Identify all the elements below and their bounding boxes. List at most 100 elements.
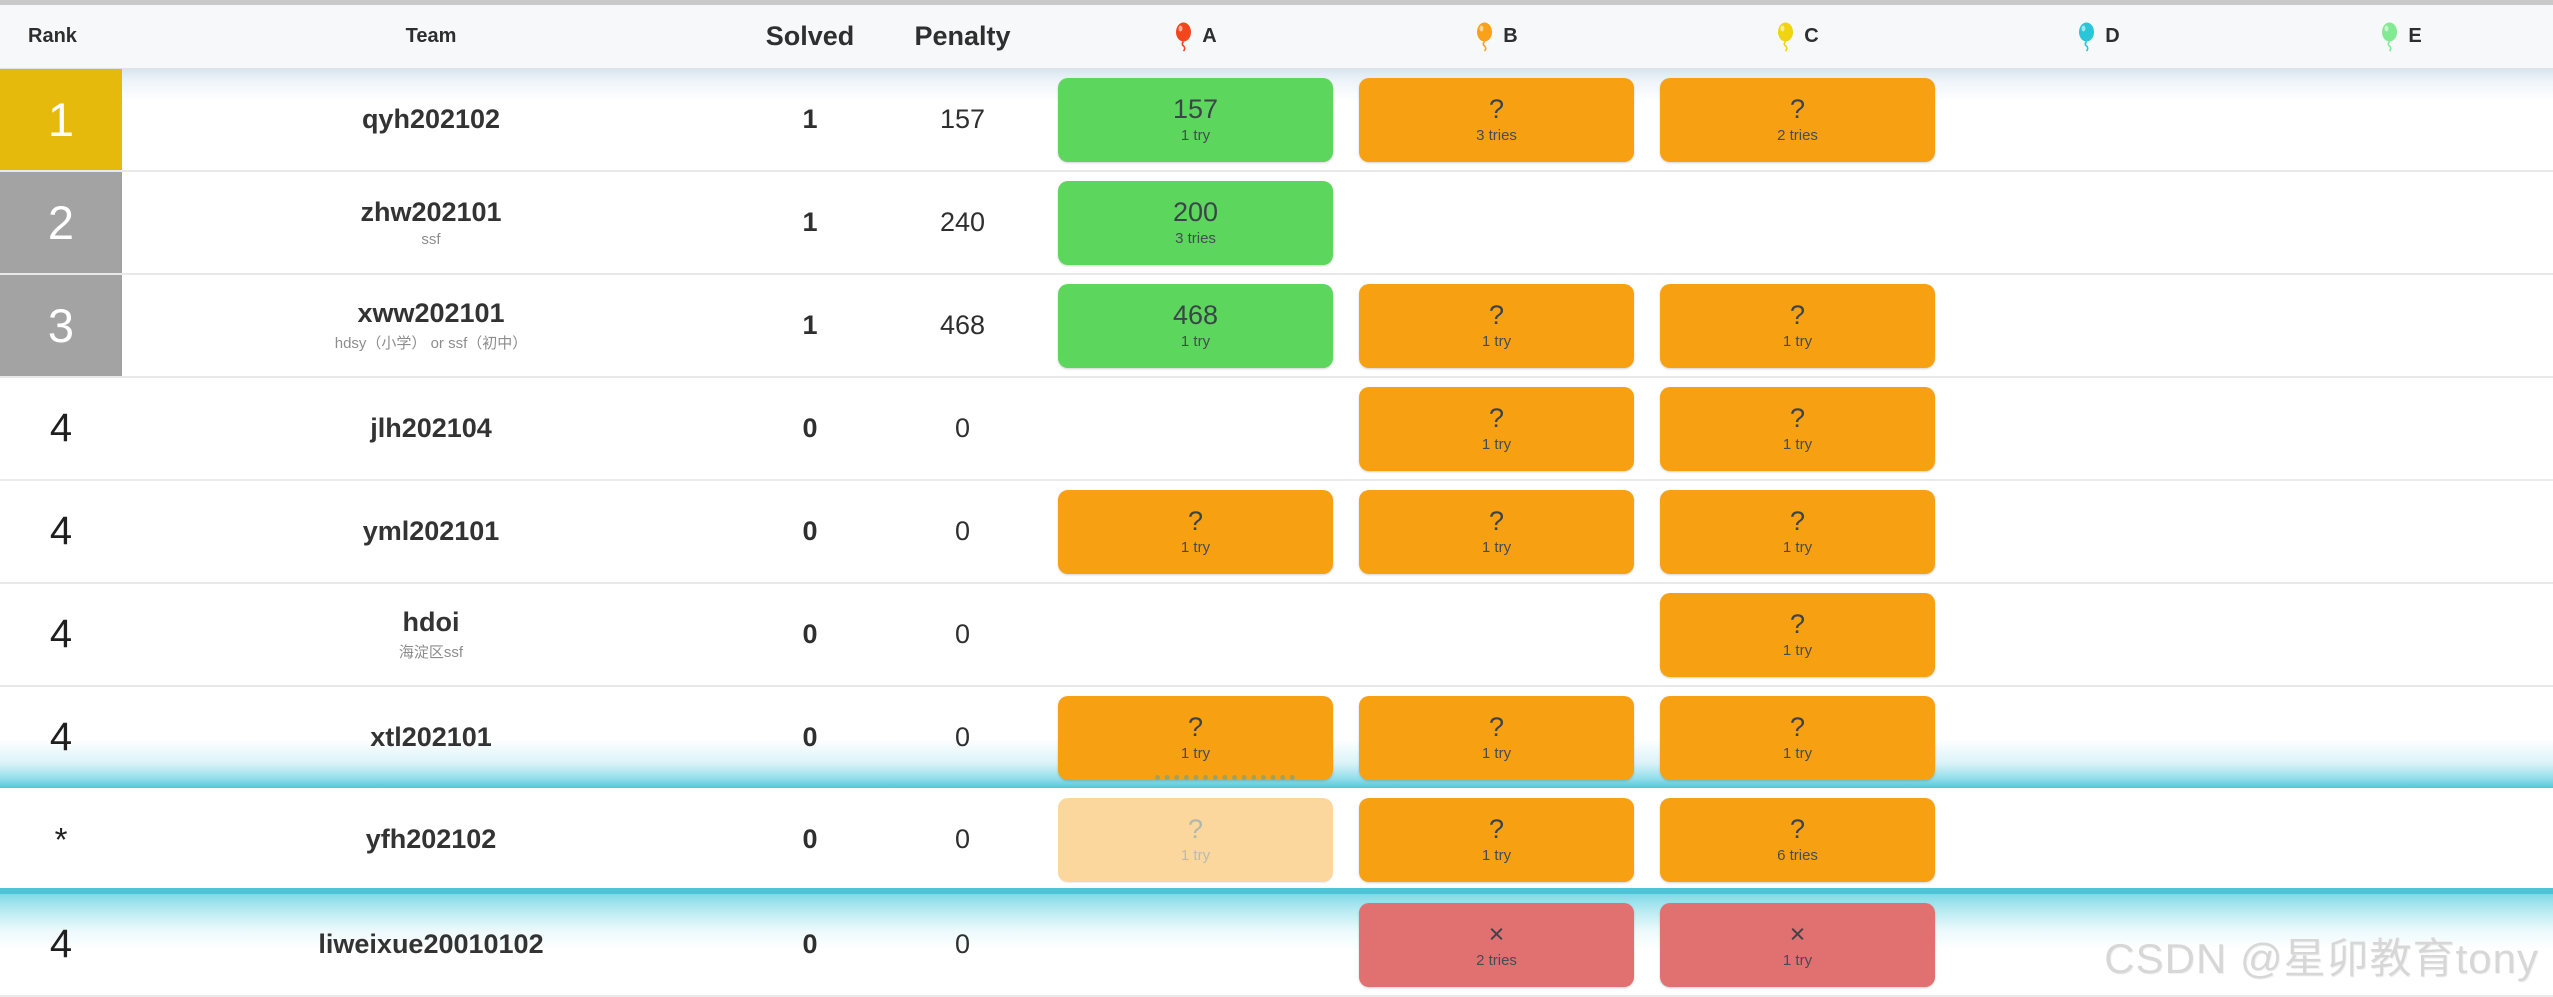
header-penalty: Penalty xyxy=(914,21,1011,51)
team-cell: yml202101 xyxy=(122,516,740,547)
solved-count: 1 xyxy=(802,207,818,237)
result-tries: 1 try xyxy=(1481,538,1512,556)
rank-value: 4 xyxy=(49,922,73,966)
problem-letter: B xyxy=(1503,25,1518,47)
team-cell: xww202101 hdsy（小学） or ssf（初中） xyxy=(122,298,740,353)
team-name: xtl202101 xyxy=(370,721,492,752)
result-main: 200 xyxy=(1172,197,1219,228)
rank-badge: 1 xyxy=(0,69,122,170)
result-tries: 1 try xyxy=(1180,126,1211,144)
header-problem-b: B xyxy=(1346,22,1647,52)
result-main: ? xyxy=(1789,814,1806,845)
result-main: ? xyxy=(1488,506,1505,537)
problem-letter: C xyxy=(1804,25,1819,47)
team-cell: zhw202101 ssf xyxy=(122,197,740,248)
header-problem-e: E xyxy=(2249,22,2553,52)
problem-col-b: ? 3 tries xyxy=(1346,77,1647,162)
result-main: ? xyxy=(1789,712,1806,743)
result-tries: 1 try xyxy=(1481,846,1512,864)
problem-col-a: 157 1 try xyxy=(1045,77,1346,162)
standings-row-xww202101: 3 xww202101 hdsy（小学） or ssf（初中） 1 468 468 1 tr… xyxy=(0,275,2553,378)
team-name: jlh202104 xyxy=(370,412,492,443)
result-main: ? xyxy=(1187,712,1204,743)
standings-row-jlh202104: 4 jlh202104 0 0? 1 try? 1 try xyxy=(0,378,2553,481)
balloon-icon-e xyxy=(2382,22,2398,52)
rank-badge: 3 xyxy=(0,275,122,376)
header-rank: Rank xyxy=(28,25,77,47)
header-solved: Solved xyxy=(765,21,855,51)
result-tries: 1 try xyxy=(1180,846,1211,864)
result-cell-tried: ? 1 try xyxy=(1660,386,1935,471)
team-subtitle: ssf xyxy=(421,231,441,249)
rank-value: * xyxy=(54,820,68,858)
header-team: Team xyxy=(405,25,457,47)
result-tries: 1 try xyxy=(1782,435,1813,453)
penalty-value: 0 xyxy=(954,824,971,854)
transition-artifact xyxy=(1155,775,1295,780)
rank-value: 4 xyxy=(49,715,73,759)
solved-count: 1 xyxy=(802,104,818,134)
result-cell-tried: ? 1 try xyxy=(1058,695,1333,780)
result-cell-tried: ? 1 try xyxy=(1359,695,1634,780)
result-cell-tried: ? 1 try xyxy=(1058,489,1333,574)
penalty-value: 0 xyxy=(954,722,971,752)
problem-col-b: ? 1 try xyxy=(1346,489,1647,574)
result-tries: 1 try xyxy=(1481,744,1512,762)
result-tries: 1 try xyxy=(1180,538,1211,556)
problem-col-b: ? 1 try xyxy=(1346,386,1647,471)
balloon-icon-c xyxy=(1778,22,1794,52)
result-cell-tried: ? 2 tries xyxy=(1660,77,1935,162)
result-cell-solved: 200 3 tries xyxy=(1058,180,1333,265)
result-cell-tried: ? 1 try xyxy=(1359,283,1634,368)
result-main: ? xyxy=(1187,814,1204,845)
solved-count: 1 xyxy=(802,310,818,340)
penalty-value: 468 xyxy=(939,310,986,340)
team-name: hdoi xyxy=(402,606,460,637)
problem-col-c: ? 1 try xyxy=(1647,386,1948,471)
penalty-value: 0 xyxy=(954,929,971,959)
team-cell: liweixue20010102 xyxy=(122,929,740,960)
rank-value: 4 xyxy=(49,509,73,553)
result-main: ? xyxy=(1789,94,1806,125)
rank-value: 4 xyxy=(49,612,73,656)
team-name: zhw202101 xyxy=(360,196,502,227)
result-cell-tried: ? 1 try xyxy=(1660,592,1935,677)
team-cell: qyh202102 xyxy=(122,104,740,135)
problem-head: C xyxy=(1776,22,1819,52)
result-main: ? xyxy=(1789,403,1806,434)
result-cell-solved: 157 1 try xyxy=(1058,77,1333,162)
penalty-value: 0 xyxy=(954,619,971,649)
result-cell-failed: × 1 try xyxy=(1660,902,1935,987)
team-subtitle: hdsy（小学） or ssf（初中） xyxy=(334,335,528,353)
result-tries: 1 try xyxy=(1782,538,1813,556)
problem-col-a: ? 1 try xyxy=(1045,797,1346,882)
standings-row-xtl202101: 4 xtl202101 0 0? 1 try? 1 try? 1 try xyxy=(0,687,2553,791)
problem-col-a: 468 1 try xyxy=(1045,283,1346,368)
problem-col-b: × 2 tries xyxy=(1346,902,1647,987)
team-name: xww202101 xyxy=(357,297,505,328)
solved-count: 0 xyxy=(802,929,818,959)
penalty-value: 0 xyxy=(954,516,971,546)
result-main: ? xyxy=(1488,403,1505,434)
penalty-value: 240 xyxy=(939,207,986,237)
result-tries: 1 try xyxy=(1782,951,1813,969)
result-cell-failed: × 2 tries xyxy=(1359,902,1634,987)
result-cell-tried: ? 1 try xyxy=(1359,386,1634,471)
team-name: yfh202102 xyxy=(365,823,497,854)
result-main: 468 xyxy=(1172,300,1219,331)
penalty-value: 157 xyxy=(939,104,986,134)
result-main: ? xyxy=(1488,712,1505,743)
result-main: ? xyxy=(1789,609,1806,640)
result-tries: 1 try xyxy=(1481,332,1512,350)
solved-count: 0 xyxy=(802,516,818,546)
rank-badge: 2 xyxy=(0,172,122,273)
solved-count: 0 xyxy=(802,413,818,443)
result-cell-solved: 468 1 try xyxy=(1058,283,1333,368)
standings-row-qyh202102: 1 qyh202102 1 157 157 1 try? 3 tries? 2 tries xyxy=(0,69,2553,172)
problem-col-a: ? 1 try xyxy=(1045,489,1346,574)
team-subtitle: 海淀区ssf xyxy=(398,644,464,662)
rank-value: 4 xyxy=(49,406,73,450)
problem-col-c: ? 1 try xyxy=(1647,489,1948,574)
team-name: yml202101 xyxy=(362,515,500,546)
